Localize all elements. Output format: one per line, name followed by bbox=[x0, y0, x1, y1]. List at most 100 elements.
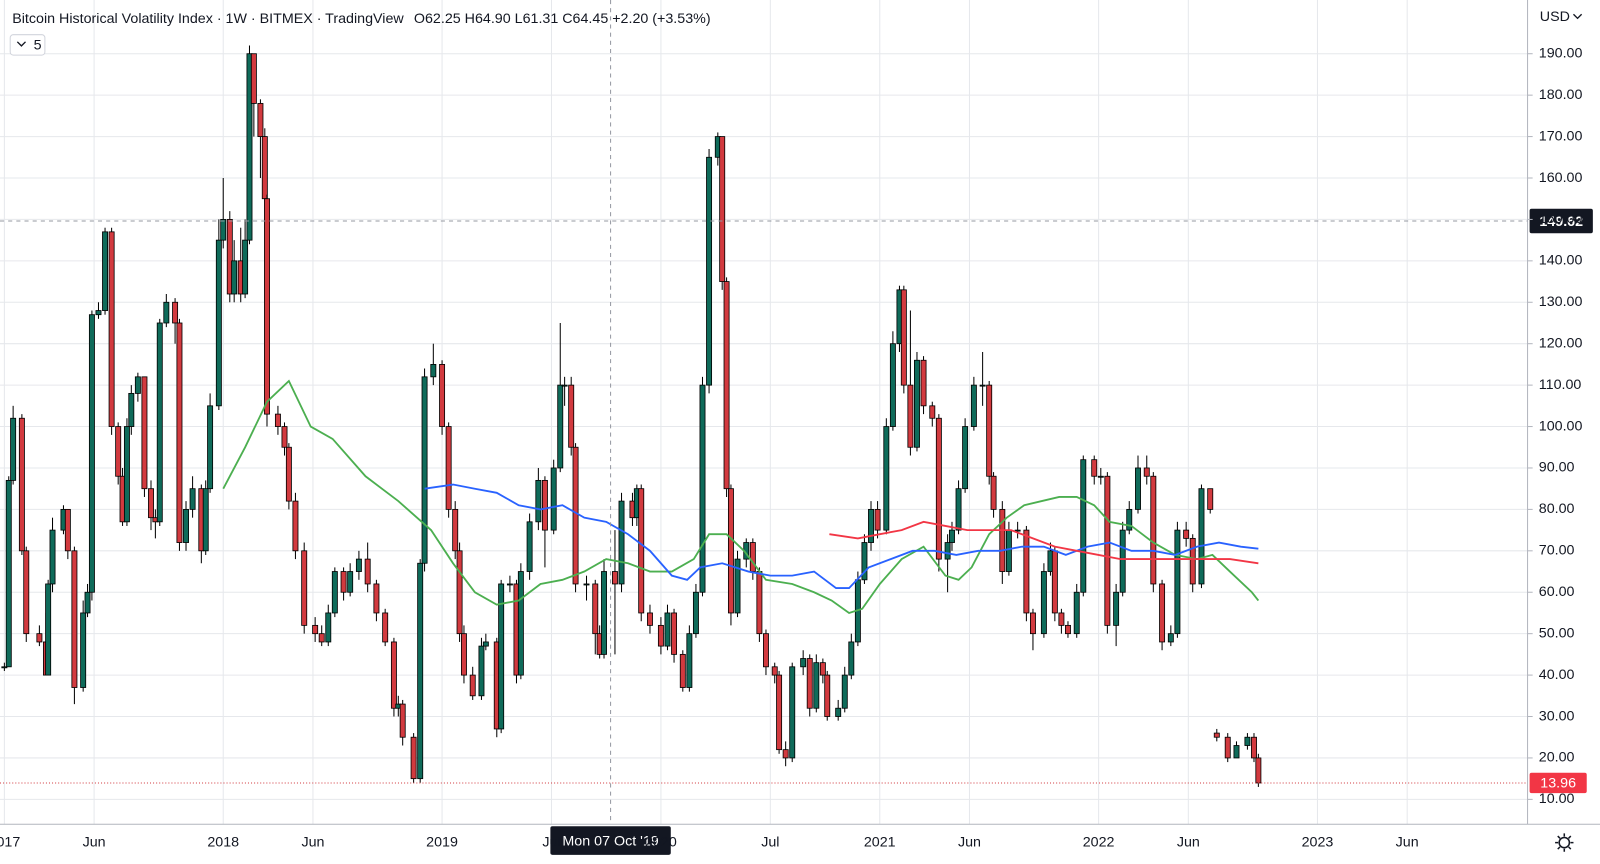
candle-body bbox=[723, 281, 730, 490]
candle-body bbox=[986, 384, 993, 477]
candle-body bbox=[1198, 488, 1205, 585]
candle-body bbox=[1213, 732, 1220, 738]
candle-body bbox=[990, 475, 997, 510]
candle-body bbox=[134, 376, 141, 394]
candle-body bbox=[281, 426, 288, 448]
candle-body bbox=[331, 571, 338, 614]
candle-body bbox=[806, 658, 813, 709]
x-tick-label: 2023 bbox=[1302, 834, 1334, 850]
candle-body bbox=[390, 641, 397, 709]
candle-body bbox=[841, 674, 848, 709]
indicator-count[interactable]: 5 bbox=[34, 38, 42, 54]
candle-body bbox=[920, 359, 927, 407]
x-tick-label: Jun bbox=[1396, 834, 1419, 850]
candle-body bbox=[1005, 529, 1012, 572]
candle-body bbox=[749, 542, 756, 572]
candle-body bbox=[226, 219, 233, 295]
candle-body bbox=[469, 674, 476, 697]
candle-body bbox=[1159, 583, 1166, 643]
candle-body bbox=[949, 529, 955, 543]
candle-body bbox=[1244, 736, 1251, 746]
candle-body bbox=[1207, 488, 1214, 510]
candle-body bbox=[108, 231, 115, 427]
candle-body bbox=[679, 653, 686, 688]
candle-body bbox=[325, 612, 332, 643]
candle-body bbox=[312, 624, 319, 635]
candle-body bbox=[64, 508, 71, 552]
x-tick-label: Jul bbox=[761, 834, 779, 850]
x-tick-label: 2020 bbox=[645, 834, 677, 850]
ohlc-legend: O62.25 H64.90 L61.31 C64.45 +2.20 (+3.53… bbox=[414, 11, 711, 27]
x-tick-label: Jun bbox=[958, 834, 981, 850]
candle-body bbox=[907, 384, 914, 448]
indicator-toggle[interactable] bbox=[9, 34, 46, 56]
x-tick-label: 2022 bbox=[1083, 834, 1115, 850]
y-tick-label: 160.00 bbox=[1539, 170, 1583, 186]
candle-body bbox=[301, 550, 308, 626]
candle-body bbox=[1091, 459, 1098, 477]
candle-body bbox=[506, 583, 513, 586]
candle-body bbox=[719, 136, 726, 282]
crosshair-price-badge bbox=[1529, 208, 1593, 234]
candle-body bbox=[382, 612, 389, 643]
candle-body bbox=[261, 136, 268, 200]
candle-body bbox=[1224, 736, 1231, 759]
candle-body bbox=[95, 310, 102, 316]
candle-body bbox=[935, 417, 942, 560]
candle-body bbox=[1097, 475, 1104, 478]
candle-body bbox=[955, 488, 962, 531]
candle-body bbox=[1065, 624, 1071, 635]
candle-body bbox=[23, 550, 30, 635]
y-tick-label: 150.00 bbox=[1539, 211, 1583, 227]
candle-body bbox=[1073, 591, 1080, 635]
candle-body bbox=[1, 666, 8, 669]
candle-body bbox=[102, 231, 109, 311]
y-tick-label: 70.00 bbox=[1539, 543, 1575, 559]
candle-body bbox=[970, 384, 977, 427]
candle-body bbox=[819, 662, 826, 676]
candle-body bbox=[889, 343, 896, 427]
candle-body bbox=[242, 239, 249, 295]
grid bbox=[0, 0, 1528, 825]
candle-body bbox=[36, 633, 43, 643]
candle-body bbox=[220, 219, 227, 241]
x-tick-label: 2019 bbox=[426, 834, 458, 850]
candle-body bbox=[572, 446, 579, 585]
candle-body bbox=[618, 500, 625, 585]
candle-body bbox=[900, 289, 907, 386]
candle-body bbox=[45, 583, 52, 676]
candle-body bbox=[1029, 612, 1036, 635]
settings-icon[interactable] bbox=[1555, 833, 1574, 852]
y-tick-label: 30.00 bbox=[1539, 708, 1575, 724]
candle-body bbox=[824, 674, 831, 717]
candle-body bbox=[601, 571, 607, 655]
candle-body bbox=[699, 384, 706, 593]
candle-body bbox=[439, 364, 446, 427]
candle-body bbox=[962, 426, 969, 490]
candle-body bbox=[1251, 736, 1257, 759]
candle-body bbox=[671, 612, 678, 655]
candle-body bbox=[445, 426, 452, 510]
candle-body bbox=[561, 384, 568, 387]
y-tick-label: 110.00 bbox=[1539, 377, 1582, 393]
candle-body bbox=[18, 417, 25, 552]
candle-body bbox=[771, 666, 778, 676]
candle-body bbox=[1040, 571, 1047, 635]
candle-body bbox=[430, 364, 437, 378]
candle-body bbox=[318, 633, 325, 643]
candle-body bbox=[123, 426, 130, 523]
candle-body bbox=[914, 359, 920, 448]
y-tick-label: 20.00 bbox=[1539, 750, 1575, 766]
candle-body bbox=[399, 703, 406, 738]
candle-body bbox=[734, 558, 741, 614]
candle-body bbox=[71, 550, 78, 688]
candle-body bbox=[1174, 529, 1181, 635]
currency-label[interactable]: USD bbox=[1540, 9, 1570, 25]
moving-average-line bbox=[829, 520, 1259, 565]
candle-body bbox=[727, 488, 734, 614]
candle-body bbox=[861, 542, 868, 581]
candle-body bbox=[285, 446, 292, 502]
y-tick-label: 50.00 bbox=[1539, 625, 1575, 641]
